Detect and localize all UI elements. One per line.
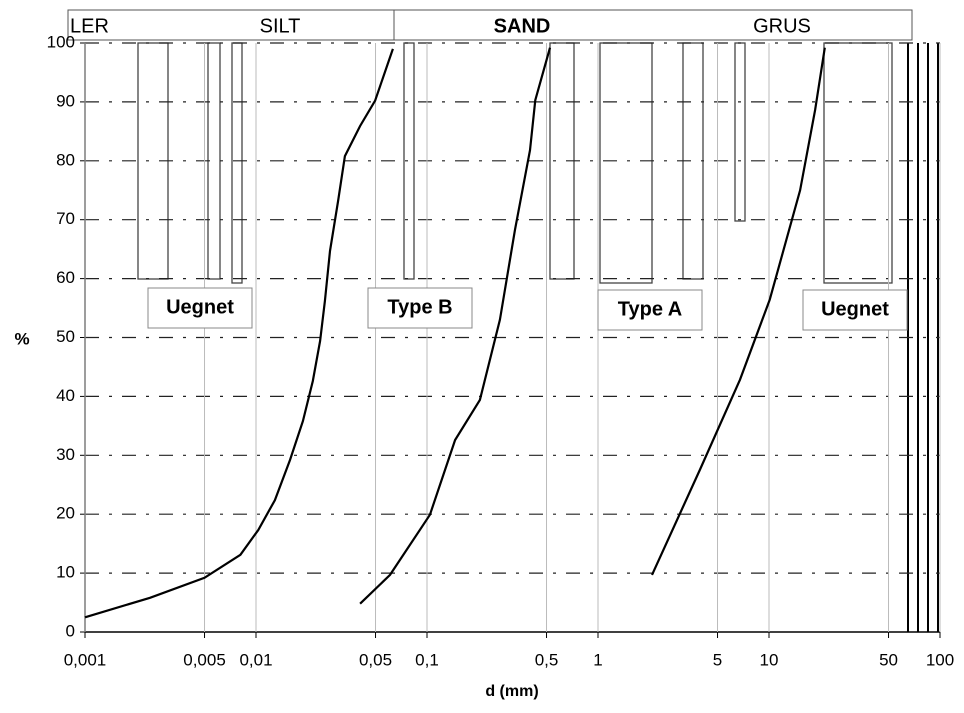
- zone-label: SAND: [494, 15, 551, 37]
- x-tick-label: 0,01: [239, 650, 272, 669]
- envelope-boxes: [137, 42, 893, 284]
- envelope: [734, 42, 746, 222]
- annotation: Type A: [618, 298, 682, 320]
- annotation-box: [367, 287, 473, 329]
- zone-label: LER: [70, 15, 109, 37]
- annotation: Type B: [387, 296, 452, 318]
- y-tick-label: 100: [47, 32, 75, 51]
- annotation: Uegnet: [166, 296, 234, 318]
- x-tick-label: 0,1: [415, 650, 439, 669]
- curve: [359, 47, 552, 605]
- y-tick-label: 30: [56, 445, 75, 464]
- x-axis-label: d (mm): [485, 683, 538, 700]
- y-tick-label: 60: [56, 268, 75, 287]
- y-tick-label: 50: [56, 327, 75, 346]
- y-tick-label: 10: [56, 563, 75, 582]
- zone-box: [393, 9, 913, 41]
- y-tick-label: 20: [56, 504, 75, 523]
- x-tick-label: 5: [713, 650, 722, 669]
- annotation-box: [147, 287, 253, 329]
- zone-label: GRUS: [753, 15, 811, 37]
- zone-box: [67, 9, 395, 41]
- x-tick-label: 0,005: [183, 650, 226, 669]
- annotation-box: [802, 289, 908, 331]
- x-tick-label: 50: [879, 650, 898, 669]
- x-tick-label: 0,5: [535, 650, 559, 669]
- x-tick-label: 0,05: [359, 650, 392, 669]
- y-tick-label: 0: [66, 621, 75, 640]
- x-tick-label: 1: [593, 650, 602, 669]
- zone-label: SILT: [260, 15, 301, 37]
- annotation-box: [597, 289, 703, 331]
- curve: [650, 47, 826, 576]
- x-tick-label: 0,001: [64, 650, 107, 669]
- y-tick-label: 40: [56, 386, 75, 405]
- envelope: [823, 42, 893, 284]
- x-tick-label: 10: [760, 650, 779, 669]
- curve: [84, 48, 394, 619]
- annotation: Uegnet: [821, 298, 889, 320]
- x-tick-label: 100: [926, 650, 954, 669]
- envelope: [403, 42, 415, 280]
- y-tick-label: 90: [56, 91, 75, 110]
- y-axis-label: %: [14, 329, 29, 348]
- y-tick-label: 80: [56, 150, 75, 169]
- envelope: [231, 42, 243, 284]
- envelope: [599, 42, 653, 284]
- y-tick-label: 70: [56, 209, 75, 228]
